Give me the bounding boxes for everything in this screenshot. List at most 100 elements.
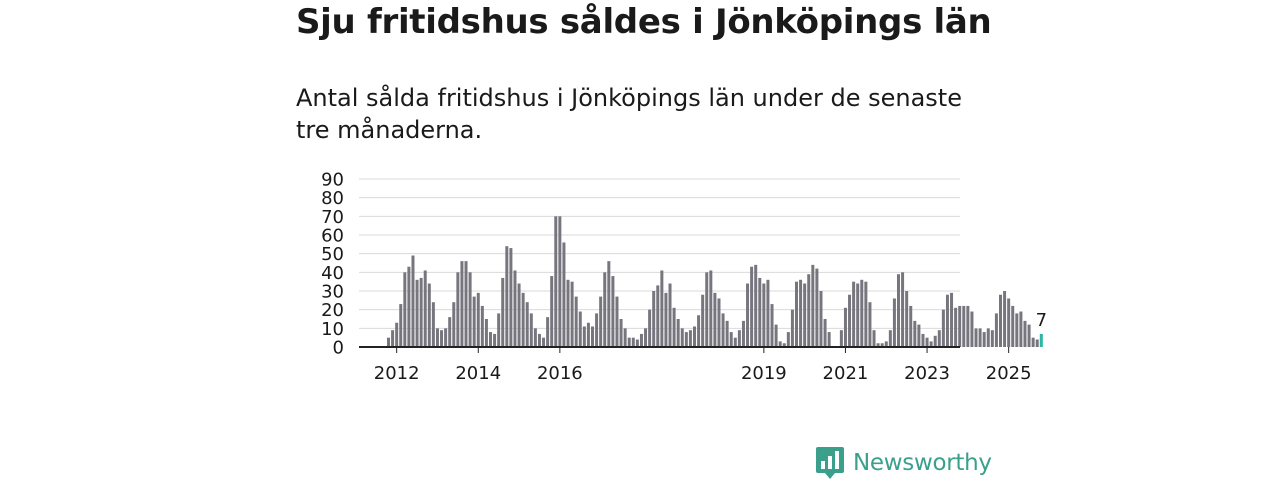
bar: [774, 324, 778, 347]
bar: [725, 320, 729, 347]
bar: [974, 328, 978, 347]
x-tick-label: 2016: [537, 363, 583, 384]
bar: [611, 276, 615, 347]
bar: [517, 283, 521, 347]
y-tick-label: 80: [321, 188, 344, 209]
bar: [737, 330, 741, 347]
bar: [652, 291, 656, 347]
bar: [705, 272, 709, 347]
bar: [521, 292, 525, 347]
bar: [770, 304, 774, 347]
bar: [966, 305, 970, 347]
bar: [631, 337, 635, 347]
bar: [888, 330, 892, 347]
bar: [411, 255, 415, 347]
bar: [627, 337, 631, 347]
bar: [684, 332, 688, 347]
bar: [921, 333, 925, 347]
bar: [717, 298, 721, 347]
bar: [664, 292, 668, 347]
chart-title: Sju fritidshus såldes i Jönköpings län: [296, 2, 992, 42]
bar: [1007, 298, 1011, 347]
bar: [566, 279, 570, 347]
bar: [419, 277, 423, 347]
bar: [1031, 337, 1035, 347]
y-tick-label: 0: [333, 338, 344, 359]
bar: [599, 296, 603, 347]
bar: [656, 285, 660, 347]
bar: [619, 319, 623, 347]
bar: [468, 272, 472, 347]
bar: [901, 272, 905, 347]
bar: [897, 274, 900, 347]
bar: [639, 333, 643, 347]
bar: [493, 333, 497, 347]
y-tick-label: 40: [321, 263, 344, 284]
bar: [970, 311, 974, 347]
bar: [672, 307, 676, 347]
bar: [395, 322, 399, 347]
bar: [713, 292, 717, 347]
bar: [709, 270, 713, 347]
y-tick-label: 10: [321, 319, 344, 340]
bar: [484, 319, 488, 347]
bar: [595, 313, 599, 347]
bar: [766, 279, 770, 347]
bar: [509, 248, 513, 347]
bar: [607, 261, 611, 347]
brand-name: Newsworthy: [853, 450, 992, 476]
bar: [558, 216, 562, 347]
bar: [786, 332, 790, 347]
y-tick-label: 30: [321, 282, 344, 303]
bar: [819, 291, 823, 347]
bar: [905, 291, 909, 347]
bar: [843, 307, 847, 347]
bar: [892, 298, 896, 347]
bar: [1027, 324, 1031, 347]
x-tick-label: 2014: [455, 363, 501, 384]
bar: [762, 283, 766, 347]
bar: [456, 272, 460, 347]
bar: [978, 328, 982, 347]
bar: [513, 270, 517, 347]
y-tick-label: 60: [321, 226, 344, 247]
y-tick-label: 20: [321, 300, 344, 321]
newsworthy-logo: Newsworthy: [815, 446, 992, 480]
bar: [913, 320, 917, 347]
bar: [1011, 305, 1015, 347]
bar: [999, 294, 1002, 347]
bar: [937, 330, 941, 347]
bar: [407, 266, 411, 347]
bar: [848, 294, 852, 347]
bar: [1019, 311, 1023, 347]
x-axis-labels: 2012 2014 2016 2019 2021 2023 2025: [374, 347, 1032, 384]
bar: [444, 328, 448, 347]
bar: [578, 311, 582, 347]
bar: [431, 302, 435, 347]
bar: [427, 283, 431, 347]
bar: [925, 337, 929, 347]
bar: [554, 216, 558, 347]
bar: [476, 292, 480, 347]
bar: [733, 337, 737, 347]
bar: [954, 307, 958, 347]
x-tick-label: 2012: [374, 363, 420, 384]
bar: [876, 343, 880, 347]
bar: [868, 302, 872, 347]
y-tick-label: 90: [321, 170, 344, 191]
bar: [852, 281, 856, 347]
bar: [860, 279, 864, 347]
bar: [986, 328, 990, 347]
bars: [387, 216, 1043, 347]
bar: [945, 294, 949, 347]
bar: [505, 246, 509, 347]
bar: [623, 328, 627, 347]
bar: [582, 326, 586, 347]
bar: [982, 332, 986, 347]
bar: [839, 330, 843, 347]
bar: [693, 326, 696, 347]
bar: [799, 279, 803, 347]
bar: [464, 261, 468, 347]
bar: [660, 270, 664, 347]
bar: [962, 305, 966, 347]
